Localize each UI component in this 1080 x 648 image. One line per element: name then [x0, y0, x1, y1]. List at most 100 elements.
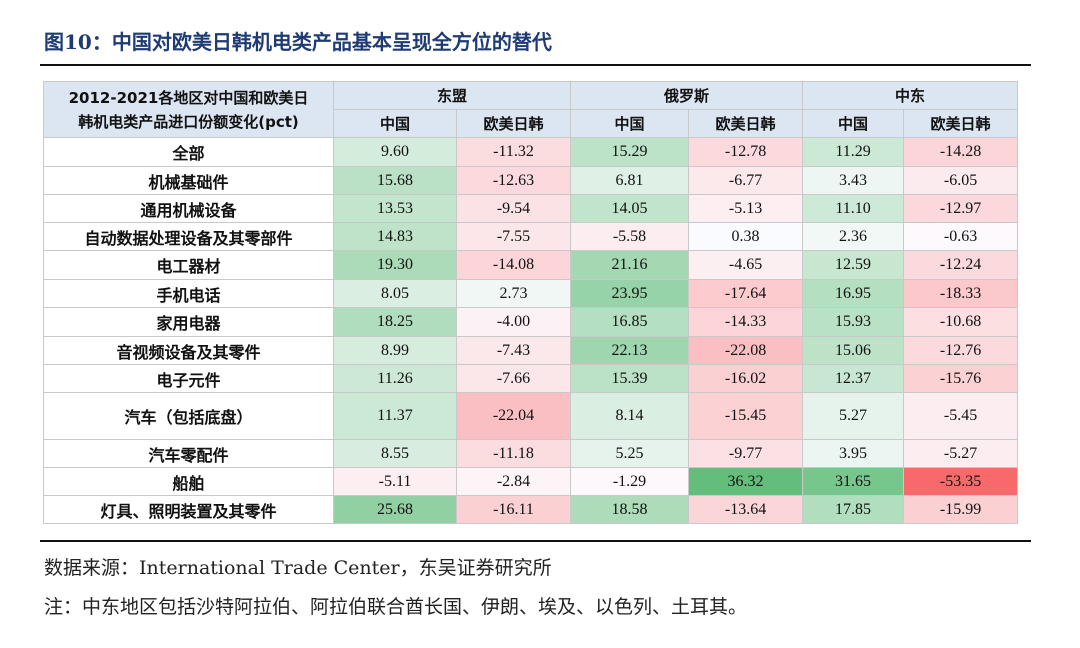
- table-row: 汽车（包括底盘） 11.37 -22.04 8.14 -15.45 5.27 -5.45: [43, 392, 1019, 440]
- value-cell-china: -5.11: [333, 467, 457, 496]
- value-cell-china: 17.85: [802, 495, 905, 524]
- value-cell-west: -14.33: [688, 307, 804, 337]
- region-header-middle-east: 中东: [802, 81, 1019, 110]
- row-label: 灯具、照明装置及其零件: [43, 495, 334, 524]
- value-cell-china: 15.93: [802, 307, 905, 337]
- value-cell-west: -7.66: [455, 364, 572, 393]
- value-cell-china: 12.59: [802, 250, 905, 280]
- table-row: 电工器材 19.30 -14.08 21.16 -4.65 12.59 -12.24: [43, 250, 1019, 280]
- subheader-china: 中国: [570, 109, 690, 138]
- value-cell-west: 0.38: [688, 222, 804, 251]
- value-cell-china: 18.58: [570, 495, 690, 524]
- table-row: 手机电话 8.05 2.73 23.95 -17.64 16.95 -18.33: [43, 279, 1019, 308]
- value-cell-west: -22.08: [688, 336, 804, 365]
- value-cell-west: -4.00: [455, 307, 572, 337]
- value-cell-west: -7.43: [455, 336, 572, 365]
- value-cell-west: -9.54: [455, 194, 572, 223]
- row-label: 手机电话: [43, 279, 334, 308]
- corner-header-line2: 韩机电类产品进口份额变化(pct): [78, 112, 299, 131]
- source-text: 数据来源：International Trade Center，东吴证券研究所: [44, 557, 552, 579]
- data-table: 2012-2021各地区对中国和欧美日 韩机电类产品进口份额变化(pct) 东盟…: [43, 81, 1019, 524]
- table-row: 音视频设备及其零件 8.99 -7.43 22.13 -22.08 15.06 -12.76: [43, 336, 1019, 365]
- value-cell-west: -53.35: [903, 467, 1019, 496]
- value-cell-west: -12.78: [688, 137, 804, 167]
- value-cell-west: -12.63: [455, 166, 572, 195]
- value-cell-china: 8.55: [333, 439, 457, 468]
- value-cell-china: 14.83: [333, 222, 457, 251]
- value-cell-china: 13.53: [333, 194, 457, 223]
- value-cell-west: -14.08: [455, 250, 572, 280]
- row-label: 机械基础件: [43, 166, 334, 195]
- value-cell-china: 25.68: [333, 495, 457, 524]
- value-cell-china: 12.37: [802, 364, 905, 393]
- value-cell-west: -9.77: [688, 439, 804, 468]
- value-cell-west: -18.33: [903, 279, 1019, 308]
- value-cell-china: 14.05: [570, 194, 690, 223]
- value-cell-china: -5.58: [570, 222, 690, 251]
- value-cell-west: -11.18: [455, 439, 572, 468]
- table-row: 机械基础件 15.68 -12.63 6.81 -6.77 3.43 -6.05: [43, 166, 1019, 195]
- row-label: 电工器材: [43, 250, 334, 280]
- row-label: 全部: [43, 137, 334, 167]
- value-cell-west: 2.73: [455, 279, 572, 308]
- value-cell-west: -17.64: [688, 279, 804, 308]
- subheader-china: 中国: [333, 109, 457, 138]
- value-cell-west: -13.64: [688, 495, 804, 524]
- subheader-west: 欧美日韩: [903, 109, 1019, 138]
- value-cell-china: 21.16: [570, 250, 690, 280]
- subheader-west: 欧美日韩: [455, 109, 572, 138]
- value-cell-china: 11.37: [333, 392, 457, 440]
- value-cell-west: -12.24: [903, 250, 1019, 280]
- value-cell-china: 3.43: [802, 166, 905, 195]
- value-cell-west: -4.65: [688, 250, 804, 280]
- value-cell-west: -16.02: [688, 364, 804, 393]
- value-cell-china: -1.29: [570, 467, 690, 496]
- value-cell-west: 36.32: [688, 467, 804, 496]
- value-cell-china: 22.13: [570, 336, 690, 365]
- row-label: 电子元件: [43, 364, 334, 393]
- row-label: 汽车（包括底盘）: [43, 392, 334, 440]
- value-cell-china: 8.99: [333, 336, 457, 365]
- value-cell-china: 31.65: [802, 467, 905, 496]
- value-cell-china: 8.14: [570, 392, 690, 440]
- corner-header-line1: 2012-2021各地区对中国和欧美日: [68, 88, 309, 107]
- subheader-west: 欧美日韩: [688, 109, 804, 138]
- table-row: 船舶 -5.11 -2.84 -1.29 36.32 31.65 -53.35: [43, 467, 1019, 496]
- value-cell-china: 16.85: [570, 307, 690, 337]
- table-row: 灯具、照明装置及其零件 25.68 -16.11 18.58 -13.64 17.85 -1…: [43, 495, 1019, 524]
- value-cell-west: -16.11: [455, 495, 572, 524]
- row-label: 通用机械设备: [43, 194, 334, 223]
- row-label: 船舶: [43, 467, 334, 496]
- value-cell-west: -6.77: [688, 166, 804, 195]
- value-cell-west: -12.76: [903, 336, 1019, 365]
- value-cell-west: -10.68: [903, 307, 1019, 337]
- bottom-rule: [40, 540, 1031, 542]
- table-row: 家用电器 18.25 -4.00 16.85 -14.33 15.93 -10.68: [43, 307, 1019, 337]
- value-cell-west: -15.99: [903, 495, 1019, 524]
- value-cell-west: -14.28: [903, 137, 1019, 167]
- value-cell-west: -5.27: [903, 439, 1019, 468]
- row-label: 汽车零配件: [43, 439, 334, 468]
- row-label: 音视频设备及其零件: [43, 336, 334, 365]
- region-header-russia: 俄罗斯: [570, 81, 804, 110]
- value-cell-china: 5.27: [802, 392, 905, 440]
- value-cell-china: 15.39: [570, 364, 690, 393]
- figure-title: 图10：中国对欧美日韩机电类产品基本呈现全方位的替代: [44, 30, 552, 54]
- value-cell-china: 5.25: [570, 439, 690, 468]
- top-rule: [40, 64, 1031, 66]
- value-cell-china: 11.10: [802, 194, 905, 223]
- value-cell-china: 19.30: [333, 250, 457, 280]
- value-cell-china: 15.29: [570, 137, 690, 167]
- corner-header: 2012-2021各地区对中国和欧美日 韩机电类产品进口份额变化(pct): [43, 81, 334, 138]
- value-cell-china: 16.95: [802, 279, 905, 308]
- table-row: 全部 9.60 -11.32 15.29 -12.78 11.29 -14.28: [43, 137, 1019, 167]
- region-header-asean: 东盟: [332, 81, 572, 110]
- value-cell-west: -11.32: [455, 137, 572, 167]
- value-cell-west: -22.04: [455, 392, 572, 440]
- value-cell-west: -2.84: [455, 467, 572, 496]
- value-cell-china: 15.68: [333, 166, 457, 195]
- value-cell-china: 18.25: [333, 307, 457, 337]
- value-cell-china: 6.81: [570, 166, 690, 195]
- value-cell-china: 23.95: [570, 279, 690, 308]
- value-cell-west: -0.63: [903, 222, 1019, 251]
